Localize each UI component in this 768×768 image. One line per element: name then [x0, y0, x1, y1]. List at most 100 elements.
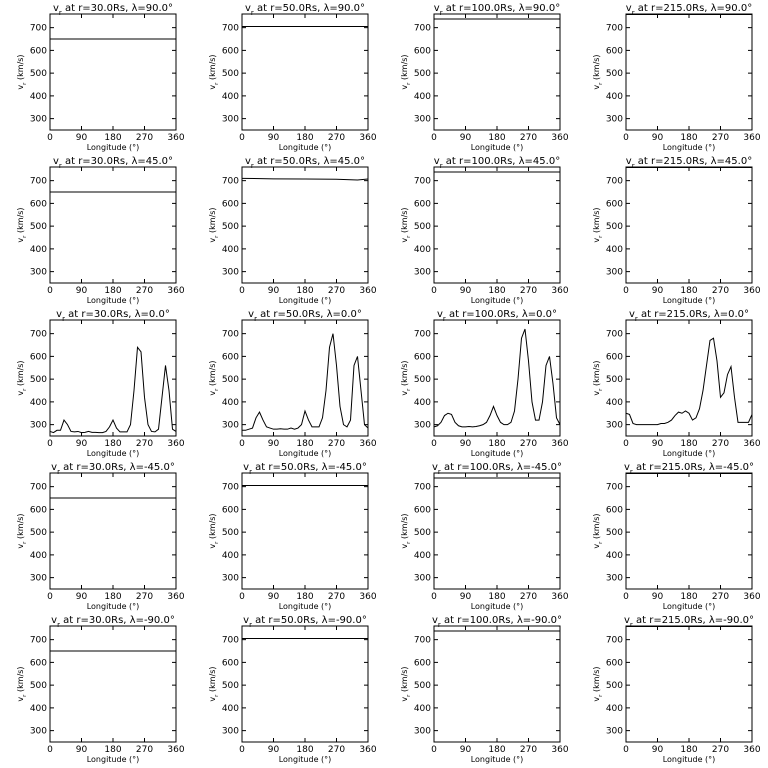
y-tick-label: 300	[606, 115, 623, 125]
y-tick-label: 300	[606, 727, 623, 737]
x-tick-label: 180	[296, 439, 313, 449]
x-tick-label: 90	[652, 592, 664, 602]
x-axis-label: Longitude (°)	[87, 602, 140, 611]
y-tick-label: 600	[30, 46, 47, 56]
x-tick-label: 270	[712, 745, 729, 755]
y-tick-label: 500	[30, 222, 47, 232]
x-tick-label: 90	[652, 439, 664, 449]
y-tick-label: 700	[606, 330, 623, 340]
panel-1-3: vr at r=100.0Rs, λ=90.0°0 90 180 270 3603004…	[400, 3, 569, 152]
plot-frame	[625, 319, 753, 437]
y-tick-label: 500	[606, 375, 623, 385]
x-axis-label: Longitude (°)	[87, 755, 140, 764]
plot-frame	[241, 166, 369, 284]
panel-1-1: vr at r=30.0Rs, λ=90.0°0 90 180 270 36030040…	[16, 3, 185, 152]
y-tick-label: 600	[30, 658, 47, 668]
y-tick-label: 700	[414, 483, 431, 493]
panel-5-1: vr at r=30.0Rs, λ=-90.0°0 90 180 270 3603004…	[16, 615, 185, 764]
x-tick-label: 270	[136, 745, 153, 755]
plot-frame	[241, 472, 369, 590]
y-tick-label: 300	[414, 574, 431, 584]
x-tick-label: 270	[136, 133, 153, 143]
x-tick-label: 270	[712, 439, 729, 449]
y-tick-label: 400	[222, 245, 239, 255]
y-tick-label: 700	[30, 177, 47, 187]
y-tick-label: 700	[222, 24, 239, 34]
y-tick-label: 300	[30, 727, 47, 737]
y-tick-label: 400	[606, 92, 623, 102]
x-tick-label: 0	[623, 133, 629, 143]
panel-5-4: vr at r=215.0Rs, λ=-90.0°0 90 180 270 360300…	[592, 615, 761, 764]
y-tick-label: 300	[30, 421, 47, 431]
panel-2-3: vr at r=100.0Rs, λ=45.0°0 90 180 270 3603004…	[400, 156, 569, 305]
series-line	[49, 345, 177, 434]
x-tick-label: 180	[488, 745, 505, 755]
y-tick-label: 400	[414, 398, 431, 408]
plot-frame	[433, 625, 561, 743]
y-axis-label: vr (km/s)	[16, 360, 28, 395]
x-tick-label: 180	[680, 745, 697, 755]
y-tick-label: 700	[606, 24, 623, 34]
y-tick-label: 400	[414, 92, 431, 102]
y-tick-label: 300	[222, 421, 239, 431]
y-axis-label: vr (km/s)	[400, 666, 412, 701]
y-tick-label: 400	[414, 245, 431, 255]
y-axis-label: vr (km/s)	[208, 666, 220, 701]
y-tick-label: 600	[30, 505, 47, 515]
y-tick-label: 600	[222, 199, 239, 209]
y-tick-label: 400	[30, 92, 47, 102]
x-tick-label: 0	[239, 286, 245, 296]
y-tick-label: 600	[414, 505, 431, 515]
x-axis-label: Longitude (°)	[663, 602, 716, 611]
x-tick-label: 270	[712, 286, 729, 296]
y-tick-label: 600	[222, 658, 239, 668]
y-axis-label: vr (km/s)	[16, 666, 28, 701]
x-tick-label: 90	[460, 592, 472, 602]
panel-4-1: vr at r=30.0Rs, λ=-45.0°0 90 180 270 3603004…	[16, 462, 185, 611]
y-tick-label: 500	[414, 375, 431, 385]
y-tick-label: 500	[414, 528, 431, 538]
x-tick-label: 180	[104, 133, 121, 143]
y-tick-label: 600	[606, 505, 623, 515]
x-axis-label: Longitude (°)	[663, 296, 716, 305]
x-tick-label: 360	[167, 286, 184, 296]
panel-4-4: vr at r=215.0Rs, λ=-45.0°0 90 180 270 360300…	[592, 462, 761, 611]
y-tick-label: 700	[606, 483, 623, 493]
x-axis-label: Longitude (°)	[471, 602, 524, 611]
x-tick-label: 270	[328, 439, 345, 449]
x-tick-label: 0	[47, 745, 53, 755]
x-axis-label: Longitude (°)	[471, 296, 524, 305]
x-tick-label: 180	[104, 439, 121, 449]
x-tick-label: 90	[652, 286, 664, 296]
y-tick-label: 300	[606, 268, 623, 278]
plot-frame	[241, 319, 369, 437]
x-tick-label: 360	[743, 592, 760, 602]
plot-frame	[241, 625, 369, 743]
x-tick-label: 270	[136, 439, 153, 449]
x-tick-label: 0	[623, 592, 629, 602]
plot-frame	[241, 13, 369, 131]
x-tick-label: 270	[520, 133, 537, 143]
panel-3-1: vr at r=30.0Rs, λ=0.0°0 90 180 270 360300400…	[16, 309, 185, 458]
y-axis-label: vr (km/s)	[208, 54, 220, 89]
panel-2-1: vr at r=30.0Rs, λ=45.0°0 90 180 270 36030040…	[16, 156, 185, 305]
x-tick-label: 90	[76, 592, 88, 602]
y-tick-label: 400	[414, 704, 431, 714]
x-tick-label: 360	[167, 439, 184, 449]
y-tick-label: 300	[30, 115, 47, 125]
y-tick-label: 500	[414, 681, 431, 691]
y-tick-label: 700	[414, 177, 431, 187]
panel-4-3: vr at r=100.0Rs, λ=-45.0°0 90 180 270 360300…	[400, 462, 569, 611]
x-tick-label: 270	[712, 592, 729, 602]
y-tick-label: 400	[222, 398, 239, 408]
y-tick-label: 300	[414, 115, 431, 125]
panel-5-3: vr at r=100.0Rs, λ=-90.0°0 90 180 270 360300…	[400, 615, 569, 764]
x-tick-label: 90	[460, 745, 472, 755]
x-tick-label: 360	[359, 133, 376, 143]
y-tick-label: 700	[414, 330, 431, 340]
y-tick-label: 400	[606, 704, 623, 714]
y-tick-label: 400	[606, 551, 623, 561]
plot-frame	[49, 319, 177, 437]
x-tick-label: 90	[460, 286, 472, 296]
y-tick-label: 400	[414, 551, 431, 561]
